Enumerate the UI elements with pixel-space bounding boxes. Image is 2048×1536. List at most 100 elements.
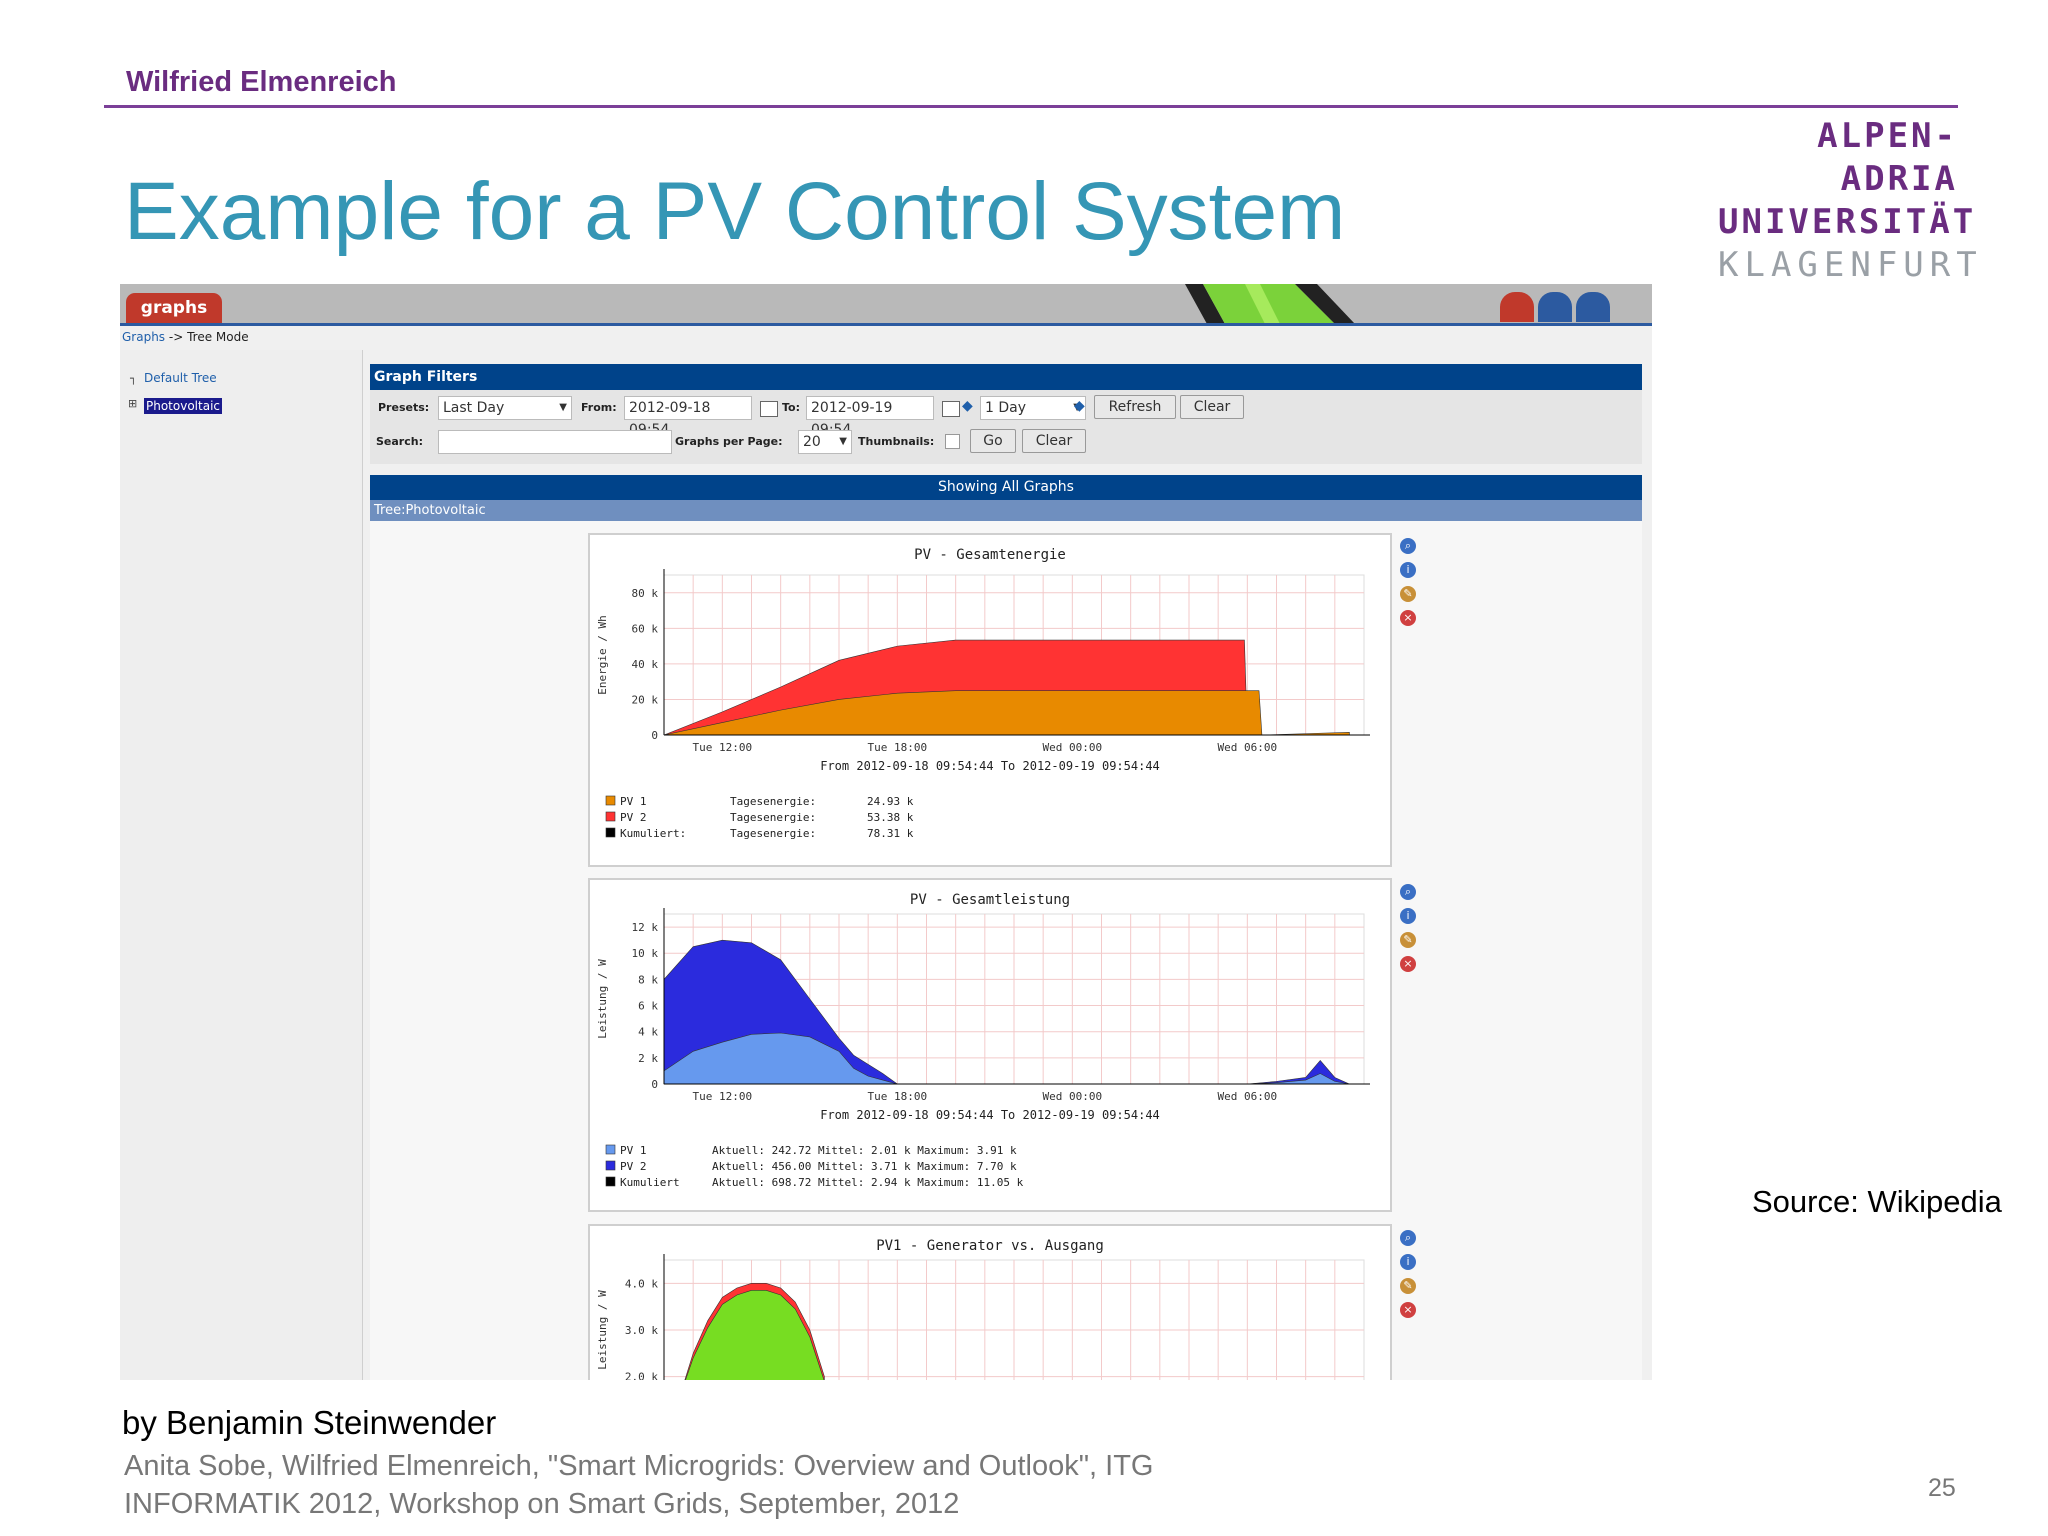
zoom-icon[interactable]: ⌕ [1400, 1230, 1416, 1246]
legend-name: Kumuliert [620, 1176, 680, 1189]
graph-filters-header: Graph Filters [370, 364, 1642, 390]
y-tick-label: 12 k [632, 921, 659, 934]
source-note: Source: Wikipedia [1752, 1184, 2002, 1219]
chart-title: PV - Gesamtenergie [914, 547, 1066, 563]
zoom-icon[interactable]: ⌕ [1400, 884, 1416, 900]
breadcrumb-graphs-link[interactable]: Graphs [122, 330, 166, 344]
y-tick-label: 2 k [638, 1052, 658, 1065]
graphs-per-page-label: Graphs per Page: [675, 435, 783, 448]
y-tick-label: 80 k [632, 587, 659, 600]
chart-gesamtenergie: PV - Gesamtenergie 0 20 k 40 k 60 k 80 k Energ… [596, 547, 1370, 840]
delete-icon[interactable]: × [1400, 1302, 1416, 1318]
timespan-select[interactable]: 1 Day ▼ [980, 396, 1086, 420]
y-tick-label: 3.0 k [625, 1324, 658, 1337]
delete-icon[interactable]: × [1400, 956, 1416, 972]
series-area-ausgang [685, 1290, 825, 1380]
x-tick-label: Wed 06:00 [1218, 1090, 1278, 1103]
tree-view-icon[interactable] [1500, 292, 1534, 322]
citation-line-2: INFORMATIK 2012, Workshop on Smart Grids… [124, 1488, 960, 1520]
y-tick-label: 4.0 k [625, 1277, 658, 1290]
x-tick-label: Tue 12:00 [693, 1090, 753, 1103]
x-tick-label: Tue 18:00 [868, 741, 928, 754]
clear-button[interactable]: Clear [1180, 395, 1244, 419]
header-divider [104, 105, 1958, 108]
graph-panel-gesamtleistung[interactable]: PV - Gesamtleistung 0 2 k 4 k 6 k 8 k 10 k 12 k… [588, 878, 1392, 1212]
graphs-per-page-select[interactable]: 20 ▼ [798, 430, 852, 454]
refresh-button[interactable]: Refresh [1094, 395, 1176, 419]
chart-period: From 2012-09-18 09:54:44 To 2012-09-19 0… [820, 759, 1160, 773]
leaf-decoration-icon [1185, 284, 1355, 324]
y-axis-label: Energie / Wh [596, 615, 609, 694]
thumbnails-checkbox[interactable] [945, 434, 960, 449]
x-tick-label: Wed 00:00 [1043, 741, 1103, 754]
legend-stat-value: 24.93 k [867, 795, 914, 808]
from-input[interactable]: 2012-09-18 09:54 [624, 396, 752, 438]
legend-stats: Aktuell: 456.00 Mittel: 3.71 k Maximum: … [712, 1160, 1017, 1173]
graph-actions: ⌕ i ✎ × [1400, 538, 1420, 634]
showing-all-graphs-header: Showing All Graphs [370, 475, 1642, 500]
tree-item-photovoltaic[interactable]: Photovoltaic [144, 398, 222, 414]
tree-sidebar [120, 350, 363, 1380]
legend-stat-value: 78.31 k [867, 827, 914, 840]
y-tick-label: 4 k [638, 1026, 658, 1039]
graph-panel-generator-vs-ausgang[interactable]: PV1 - Generator vs. Ausgang 2.0 k 3.0 k 4.0… [588, 1224, 1392, 1380]
go-button[interactable]: Go [970, 429, 1016, 453]
y-tick-label: 10 k [632, 947, 659, 960]
series-area-pv-2 [663, 939, 1350, 1085]
legend-stat-label: Tagesenergie: [730, 811, 816, 824]
to-calendar-icon[interactable] [942, 401, 960, 417]
tree-path-bar: Tree:Photovoltaic [370, 500, 1642, 521]
series-area-pv-1 [663, 690, 1350, 736]
y-axis-label: Leistung / W [596, 959, 609, 1039]
legend-swatch [605, 827, 616, 838]
delete-icon[interactable]: × [1400, 610, 1416, 626]
clear-search-button[interactable]: Clear [1022, 429, 1086, 453]
from-label: From: [581, 401, 617, 414]
search-input[interactable] [438, 430, 672, 454]
y-tick-label: 0 [651, 729, 658, 742]
legend-swatch [605, 1144, 616, 1155]
info-icon[interactable]: i [1400, 562, 1416, 578]
chevron-down-icon: ▼ [1073, 402, 1081, 413]
legend-name: Kumuliert: [620, 827, 686, 840]
edit-icon[interactable]: ✎ [1400, 932, 1416, 948]
chevron-down-icon: ▼ [559, 402, 567, 413]
presets-label: Presets: [378, 401, 430, 414]
thumbnails-label: Thumbnails: [858, 435, 935, 448]
to-input[interactable]: 2012-09-19 09:54 [806, 396, 934, 438]
presets-select[interactable]: Last Day ▼ [438, 396, 572, 420]
author-name: Wilfried Elmenreich [126, 66, 397, 98]
tree-item-default[interactable]: Default Tree [144, 371, 217, 385]
legend-swatch [605, 1176, 616, 1187]
info-icon[interactable]: i [1400, 1254, 1416, 1270]
byline: by Benjamin Steinwender [122, 1404, 497, 1441]
shift-left-icon[interactable]: ◆ [962, 398, 973, 414]
y-tick-label: 60 k [632, 622, 659, 635]
legend-name: PV 2 [620, 1160, 647, 1173]
tab-graphs[interactable]: graphs [126, 293, 222, 324]
graph-panel-gesamtenergie[interactable]: PV - Gesamtenergie 0 20 k 40 k 60 k 80 k Energ… [588, 533, 1392, 867]
to-label: To: [782, 401, 800, 414]
shift-right-icon[interactable]: ◆ [1074, 398, 1085, 414]
graph-actions: ⌕ i ✎ × [1400, 1230, 1420, 1326]
y-tick-label: 6 k [638, 1000, 658, 1013]
list-view-icon[interactable] [1538, 292, 1572, 322]
x-tick-label: Wed 00:00 [1043, 1090, 1103, 1103]
nav-underline [120, 323, 1652, 326]
search-label: Search: [376, 435, 423, 448]
info-icon[interactable]: i [1400, 908, 1416, 924]
edit-icon[interactable]: ✎ [1400, 1278, 1416, 1294]
zoom-icon[interactable]: ⌕ [1400, 538, 1416, 554]
preview-view-icon[interactable] [1576, 292, 1610, 322]
citation: Anita Sobe, Wilfried Elmenreich, "Smart … [124, 1447, 1224, 1523]
edit-icon[interactable]: ✎ [1400, 586, 1416, 602]
chart-title: PV1 - Generator vs. Ausgang [876, 1238, 1104, 1254]
legend-swatch [605, 811, 616, 822]
y-tick-label: 0 [651, 1078, 658, 1091]
breadcrumb: Graphs -> Tree Mode [122, 330, 249, 344]
tree-expand-icon[interactable]: ⊞ [128, 397, 138, 410]
chart-period: From 2012-09-18 09:54:44 To 2012-09-19 0… [820, 1108, 1160, 1122]
app-top-bar [120, 284, 1652, 324]
from-calendar-icon[interactable] [760, 401, 778, 417]
slide-title: Example for a PV Control System [124, 166, 1346, 257]
